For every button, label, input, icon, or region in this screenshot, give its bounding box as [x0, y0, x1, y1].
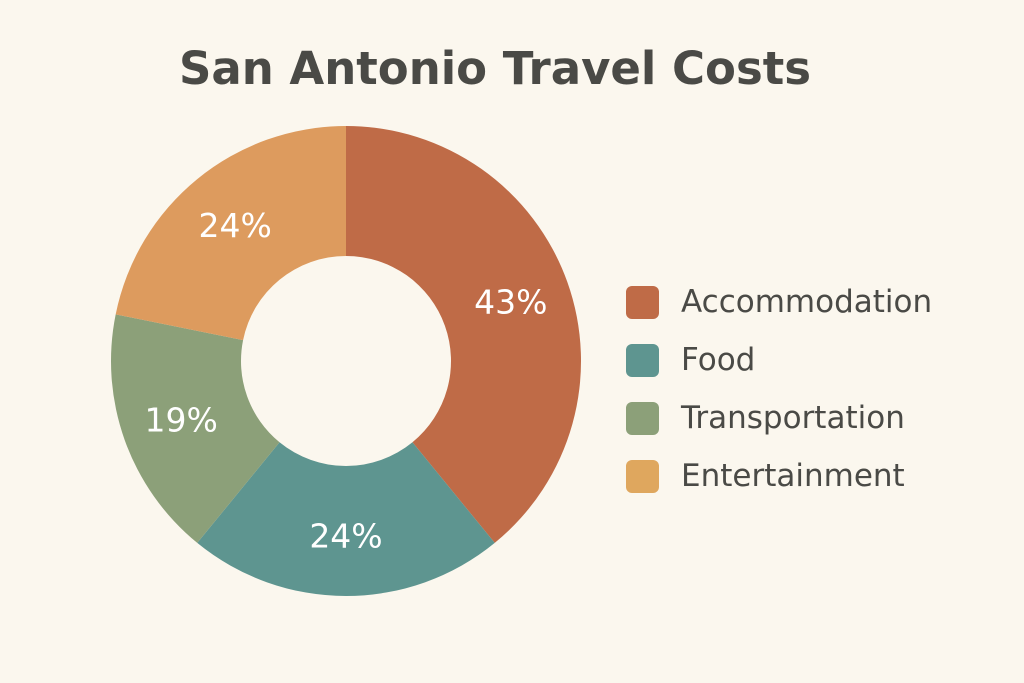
legend-swatch-accommodation [626, 285, 659, 319]
chart-title: San Antonio Travel Costs [178, 42, 812, 95]
legend-swatch-transportation [626, 401, 659, 435]
slice-label-accommodation: 43% [474, 283, 547, 322]
legend-label-accommodation: Accommodation [681, 284, 933, 320]
legend-label-entertainment: Entertainment [681, 458, 905, 494]
legend-swatch-food [626, 343, 659, 377]
legend-swatch-entertainment [626, 459, 659, 493]
legend-item-entertainment: Entertainment [626, 447, 932, 505]
slice-label-food: 24% [309, 517, 382, 556]
legend-item-food: Food [626, 331, 932, 389]
legend: Accommodation Food Transportation Entert… [626, 273, 932, 505]
slice-label-entertainment: 24% [199, 206, 272, 245]
slice-accommodation [346, 126, 581, 543]
slice-food [197, 442, 495, 596]
slice-transportation [111, 314, 280, 543]
legend-item-transportation: Transportation [626, 389, 932, 447]
legend-label-food: Food [681, 342, 756, 378]
legend-item-accommodation: Accommodation [626, 273, 932, 331]
slice-label-transportation: 19% [144, 400, 217, 439]
slice-entertainment [115, 126, 346, 341]
legend-label-transportation: Transportation [681, 400, 905, 436]
